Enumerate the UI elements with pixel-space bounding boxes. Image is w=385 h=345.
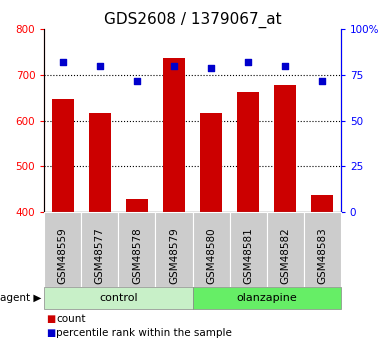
Bar — [163, 58, 185, 212]
Text: GSM48578: GSM48578 — [132, 227, 142, 284]
Text: GSM48581: GSM48581 — [243, 227, 253, 284]
Text: count: count — [56, 314, 86, 324]
Text: control: control — [99, 293, 138, 303]
Title: GDS2608 / 1379067_at: GDS2608 / 1379067_at — [104, 12, 281, 28]
Point — [97, 63, 103, 69]
Text: ■: ■ — [46, 314, 55, 324]
Bar — [52, 99, 74, 212]
Text: GSM48580: GSM48580 — [206, 228, 216, 284]
Point — [60, 59, 66, 65]
Text: percentile rank within the sample: percentile rank within the sample — [56, 328, 232, 338]
Text: agent ▶: agent ▶ — [0, 293, 41, 303]
Point — [208, 65, 214, 70]
Text: ■: ■ — [46, 328, 55, 338]
Bar — [311, 195, 333, 212]
Text: GSM48579: GSM48579 — [169, 227, 179, 284]
Text: GSM48559: GSM48559 — [58, 227, 68, 284]
Text: GSM48582: GSM48582 — [280, 227, 290, 284]
Bar — [200, 112, 222, 212]
Point — [319, 78, 325, 83]
Bar — [89, 112, 111, 212]
Text: GSM48577: GSM48577 — [95, 227, 105, 284]
Point — [282, 63, 288, 69]
Point — [245, 59, 251, 65]
Point — [171, 63, 177, 69]
Point — [134, 78, 140, 83]
Text: GSM48583: GSM48583 — [317, 227, 327, 284]
Bar — [126, 199, 148, 212]
Text: olanzapine: olanzapine — [236, 293, 297, 303]
Bar — [237, 92, 259, 212]
Bar — [274, 85, 296, 212]
